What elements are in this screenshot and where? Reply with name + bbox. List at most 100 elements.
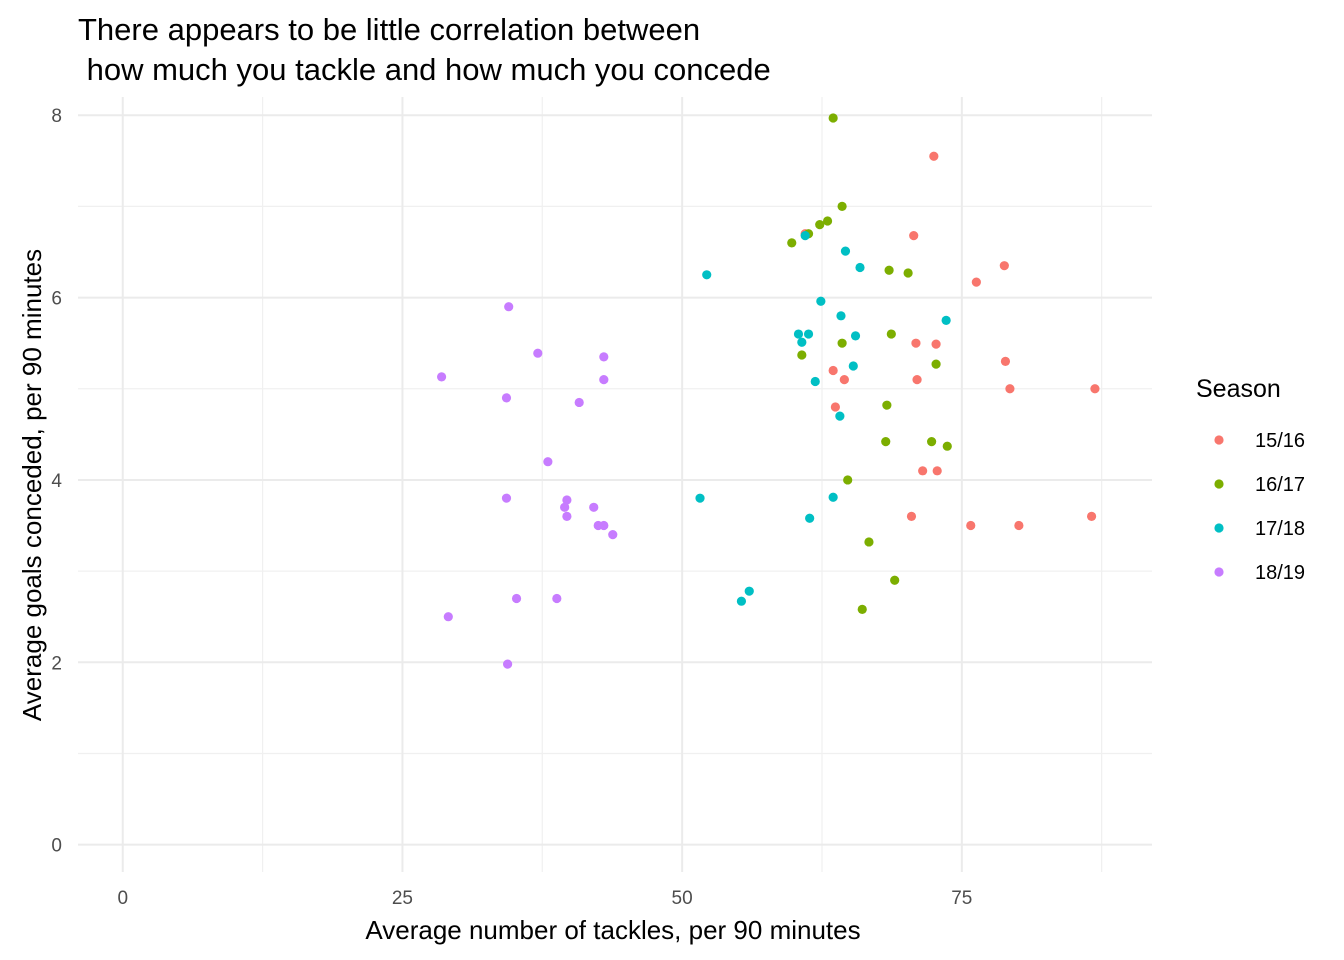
- y-tick-label: 8: [51, 106, 62, 127]
- data-point: [797, 337, 807, 347]
- y-tick-label: 2: [51, 653, 62, 674]
- data-points: [436, 113, 1100, 669]
- data-point: [436, 372, 447, 382]
- data-point: [1014, 520, 1024, 531]
- x-tick-label: 50: [672, 888, 693, 909]
- data-point: [744, 586, 754, 596]
- data-point: [886, 329, 896, 339]
- chart-title: There appears to be little correlation b…: [78, 12, 771, 87]
- data-point: [805, 513, 815, 523]
- legend-key: [1214, 567, 1224, 577]
- data-point: [966, 520, 976, 531]
- legend-label: 18/19: [1255, 562, 1305, 584]
- legend: Season 15/16 16/17 17/18 18/19: [1196, 375, 1305, 584]
- data-point: [941, 315, 951, 325]
- data-point: [574, 397, 584, 408]
- data-point: [599, 520, 609, 531]
- data-point: [787, 238, 797, 248]
- data-point: [501, 493, 512, 503]
- y-tick-label: 4: [51, 471, 62, 492]
- data-point: [1090, 384, 1100, 394]
- x-axis-label: Average number of tackles, per 90 minute…: [365, 915, 860, 945]
- data-point: [608, 530, 618, 540]
- data-point: [803, 329, 814, 339]
- data-point: [504, 302, 514, 312]
- legend-key: [1214, 435, 1224, 445]
- data-point: [855, 262, 865, 273]
- major-gridlines: [78, 97, 1152, 872]
- data-point: [822, 216, 833, 226]
- y-axis-label: Average goals conceded, per 90 minutes: [17, 249, 47, 721]
- legend-label: 16/17: [1255, 474, 1305, 496]
- data-point: [927, 437, 937, 447]
- data-point: [816, 296, 826, 306]
- data-point: [828, 492, 838, 502]
- data-point: [837, 201, 847, 212]
- data-point: [503, 659, 513, 669]
- data-point: [884, 265, 894, 275]
- data-point: [918, 466, 928, 476]
- data-point: [912, 375, 922, 385]
- data-point: [932, 466, 942, 476]
- data-point: [810, 376, 820, 387]
- legend-key: [1214, 523, 1224, 533]
- legend-title: Season: [1196, 375, 1281, 403]
- data-point: [971, 277, 981, 287]
- data-point: [736, 596, 747, 606]
- data-point: [1005, 384, 1015, 394]
- legend-key: [1214, 479, 1224, 489]
- data-point: [840, 246, 851, 256]
- x-axis-tick-labels: 0 25 50 75: [117, 888, 972, 909]
- data-point: [850, 331, 861, 341]
- legend-label: 17/18: [1255, 518, 1305, 540]
- data-point: [511, 593, 522, 604]
- x-tick-label: 25: [392, 888, 413, 909]
- data-point: [1000, 356, 1011, 367]
- data-point: [882, 400, 892, 410]
- data-point: [931, 339, 941, 349]
- data-point: [793, 329, 804, 339]
- data-point: [837, 338, 847, 348]
- x-tick-label: 75: [951, 888, 972, 909]
- data-point: [835, 411, 845, 421]
- data-point: [999, 261, 1009, 271]
- data-point: [830, 402, 840, 412]
- data-point: [695, 493, 705, 503]
- data-point: [543, 457, 553, 467]
- data-point: [903, 268, 913, 278]
- data-point: [857, 604, 867, 615]
- data-point: [843, 475, 853, 485]
- y-tick-label: 0: [51, 836, 62, 857]
- data-point: [931, 359, 941, 369]
- data-point: [1086, 511, 1097, 522]
- data-point: [828, 113, 838, 123]
- data-point: [929, 151, 939, 161]
- data-point: [836, 311, 846, 321]
- data-point: [828, 365, 838, 376]
- data-point: [599, 375, 609, 385]
- data-point: [562, 511, 572, 522]
- data-point: [909, 230, 919, 241]
- data-point: [533, 348, 543, 358]
- data-point: [560, 502, 570, 512]
- data-point: [942, 441, 952, 451]
- data-point: [864, 537, 874, 547]
- data-point: [839, 375, 849, 385]
- data-point: [562, 495, 572, 505]
- data-point: [881, 437, 891, 447]
- legend-label: 15/16: [1255, 430, 1305, 452]
- y-axis-tick-labels: 0 2 4 6 8: [51, 106, 62, 856]
- data-point: [589, 502, 599, 512]
- data-point: [797, 350, 807, 360]
- data-point: [800, 230, 810, 241]
- data-point: [501, 393, 512, 403]
- data-point: [911, 338, 921, 348]
- data-point: [443, 612, 453, 622]
- minor-gridlines: [78, 97, 1152, 872]
- data-point: [906, 511, 917, 522]
- y-tick-label: 6: [51, 289, 62, 310]
- data-point: [702, 270, 712, 280]
- data-point: [599, 352, 609, 362]
- data-point: [815, 220, 825, 230]
